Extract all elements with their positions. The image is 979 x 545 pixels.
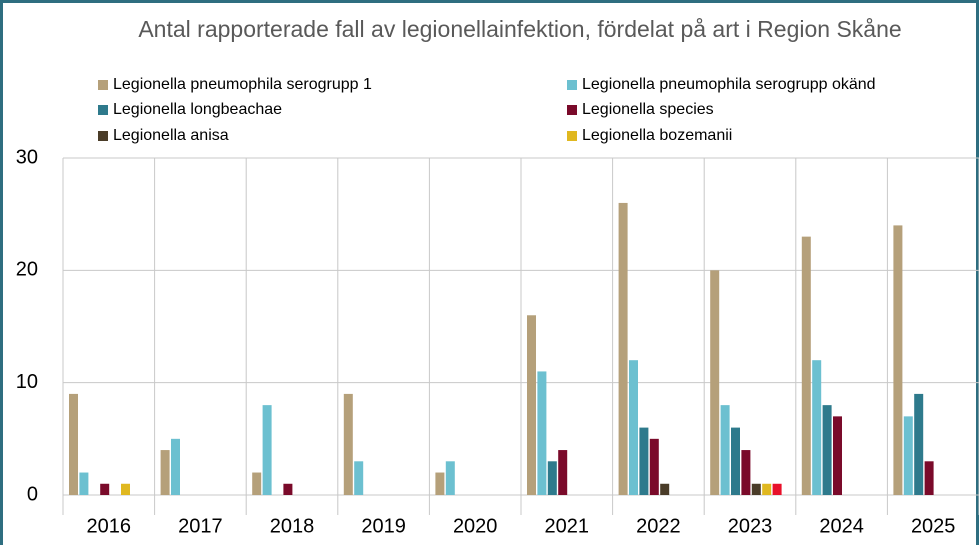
- legend-swatch: [567, 80, 577, 90]
- bar: [903, 416, 913, 495]
- legend-item: Legionella pneumophila serogrupp okänd: [567, 76, 876, 94]
- bar: [801, 236, 811, 495]
- bar: [558, 450, 568, 495]
- legend-label: Legionella species: [582, 101, 714, 118]
- bar: [639, 427, 649, 495]
- bar: [772, 483, 782, 495]
- bar: [618, 202, 628, 495]
- bar: [171, 438, 180, 495]
- chart-title: Antal rapporterade fall av legionellainf…: [138, 16, 902, 42]
- bar: [445, 461, 455, 495]
- x-tick-label: 2023: [728, 515, 773, 537]
- bar: [537, 371, 547, 495]
- bar: [822, 405, 832, 495]
- x-tick-label: 2022: [636, 515, 681, 537]
- bar: [69, 393, 78, 495]
- bar: [547, 461, 557, 495]
- bar: [751, 483, 761, 495]
- bar: [435, 472, 445, 495]
- legend-swatch: [98, 80, 108, 90]
- y-tick-label: 0: [27, 483, 38, 505]
- bar: [731, 427, 740, 495]
- x-tick-label: 2017: [178, 515, 223, 537]
- legend-item: Legionella pneumophila serogrupp 1: [98, 76, 372, 94]
- bar: [100, 483, 110, 495]
- legend-item: Legionella longbeachae: [98, 101, 282, 119]
- bar: [262, 405, 272, 495]
- bar: [914, 393, 924, 495]
- bar: [762, 483, 772, 495]
- bar: [833, 416, 842, 495]
- bar: [720, 405, 730, 495]
- bar: [527, 315, 536, 495]
- legend-swatch: [567, 105, 577, 115]
- y-tick-label: 10: [16, 371, 38, 393]
- bar: [160, 450, 170, 495]
- x-tick-label: 2020: [453, 515, 498, 537]
- y-tick-label: 30: [16, 146, 38, 168]
- legend-label: Legionella pneumophila serogrupp 1: [113, 76, 372, 93]
- bar: [924, 461, 934, 495]
- bar: [343, 393, 353, 495]
- x-tick-label: 2021: [545, 515, 590, 537]
- legend-item: Legionella bozemanii: [567, 127, 732, 145]
- x-tick-label: 2024: [819, 515, 864, 537]
- bar: [660, 483, 670, 495]
- bar: [812, 360, 822, 495]
- bar: [252, 472, 262, 495]
- x-tick-label: 2016: [87, 515, 132, 537]
- bar: [79, 472, 89, 495]
- legend-label: Legionella pneumophila serogrupp okänd: [582, 76, 876, 93]
- legend-item: Legionella species: [567, 101, 714, 119]
- y-tick-label: 20: [16, 259, 38, 281]
- bar: [121, 483, 130, 495]
- x-tick-label: 2018: [270, 515, 315, 537]
- bar: [354, 461, 364, 495]
- legend-label: Legionella anisa: [113, 127, 229, 144]
- x-tick-label: 2019: [361, 515, 406, 537]
- bar: [629, 360, 638, 495]
- legend-swatch: [98, 131, 108, 141]
- bar: [893, 225, 903, 495]
- legend-label: Legionella bozemanii: [582, 127, 733, 144]
- bar: [649, 438, 659, 495]
- bar: [710, 270, 720, 495]
- legend-swatch: [567, 131, 577, 141]
- bar: [283, 483, 293, 495]
- legend-item: Legionella anisa: [98, 127, 229, 145]
- x-tick-label: 2025: [911, 515, 956, 537]
- legend-swatch: [98, 105, 108, 115]
- legend-label: Legionella longbeachae: [113, 101, 283, 118]
- bar: [741, 450, 751, 495]
